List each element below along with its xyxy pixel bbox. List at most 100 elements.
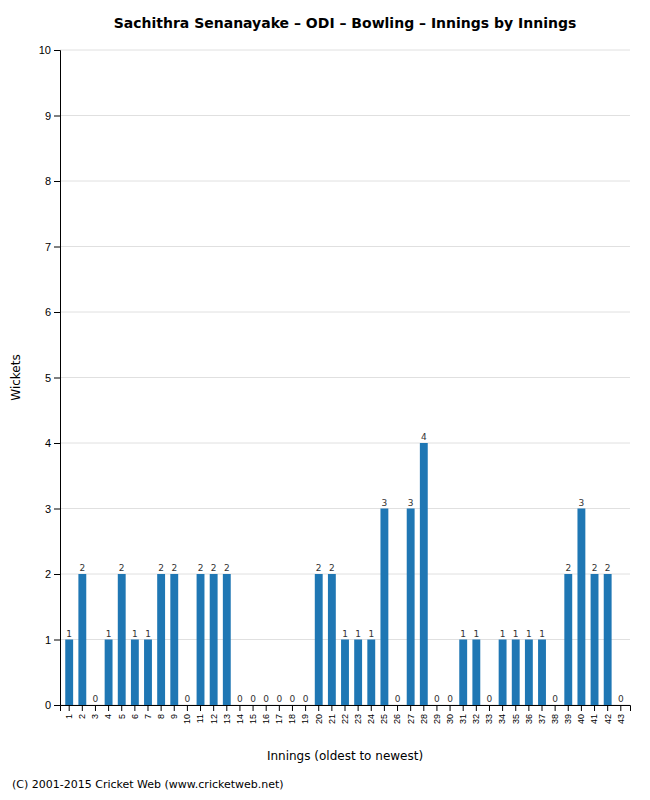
bar bbox=[249, 705, 257, 706]
tick-label: 43 bbox=[616, 714, 626, 724]
x-axis-title: Innings (oldest to newest) bbox=[267, 749, 423, 763]
tick-label: 27 bbox=[406, 714, 416, 724]
x-tick: 17 bbox=[274, 705, 284, 724]
tick-label: 10 bbox=[182, 714, 192, 724]
tick-mark bbox=[54, 574, 60, 575]
y-axis: 012345678910 bbox=[39, 44, 61, 711]
x-tick: 16 bbox=[261, 705, 271, 724]
x-tick: 9 bbox=[169, 705, 179, 719]
tick-mark bbox=[253, 705, 254, 711]
data-label: 2 bbox=[316, 563, 322, 573]
bar bbox=[538, 640, 546, 706]
tick-mark bbox=[436, 705, 437, 711]
data-label: 0 bbox=[487, 694, 493, 704]
data-label: 0 bbox=[276, 694, 282, 704]
tick-mark bbox=[54, 443, 60, 444]
tick-label: 12 bbox=[209, 714, 219, 724]
tick-mark bbox=[568, 705, 569, 711]
tick-mark bbox=[54, 50, 60, 51]
bar bbox=[131, 640, 139, 706]
x-tick: 13 bbox=[222, 705, 232, 724]
y-tick: 4 bbox=[45, 437, 60, 449]
tick-label: 34 bbox=[497, 714, 507, 724]
grid-line bbox=[60, 312, 630, 313]
data-label: 1 bbox=[473, 629, 479, 639]
data-label: 0 bbox=[237, 694, 243, 704]
x-tick: 1 bbox=[64, 705, 74, 719]
tick-mark bbox=[384, 705, 385, 711]
tick-label: 11 bbox=[195, 714, 205, 723]
bar bbox=[170, 574, 178, 705]
bar bbox=[591, 574, 599, 705]
bar bbox=[78, 574, 86, 705]
x-tick: 40 bbox=[576, 705, 586, 724]
bars bbox=[65, 443, 611, 705]
tick-label: 2 bbox=[45, 568, 51, 580]
bar bbox=[407, 509, 415, 706]
x-tick: 43 bbox=[616, 705, 626, 724]
grid-line bbox=[60, 181, 630, 182]
x-tick: 10 bbox=[182, 705, 192, 724]
grid-line bbox=[60, 443, 630, 444]
tick-label: 21 bbox=[327, 714, 337, 724]
data-label: 2 bbox=[158, 563, 164, 573]
data-label: 0 bbox=[263, 694, 269, 704]
title: Sachithra Senanayake – ODI – Bowling – I… bbox=[114, 15, 577, 31]
tick-mark bbox=[515, 705, 516, 711]
tick-label: 6 bbox=[45, 306, 51, 318]
x-tick: 7 bbox=[143, 705, 153, 719]
bar bbox=[564, 574, 572, 705]
x-tick: 31 bbox=[458, 705, 468, 724]
data-label: 1 bbox=[526, 629, 532, 639]
tick-label: 5 bbox=[117, 714, 127, 719]
tick-mark bbox=[450, 705, 451, 711]
tick-label: 28 bbox=[419, 714, 429, 724]
x-axis: 1234567891011121314151617181920212223242… bbox=[61, 705, 631, 724]
tick-label: 17 bbox=[274, 714, 284, 724]
tick-mark bbox=[108, 705, 109, 711]
tick-label: 3 bbox=[45, 503, 51, 515]
tick-label: 33 bbox=[484, 714, 494, 724]
y-tick: 5 bbox=[45, 372, 60, 384]
tick-mark bbox=[54, 181, 60, 182]
x-tick: 22 bbox=[340, 705, 350, 724]
bar bbox=[236, 705, 244, 706]
tick-mark bbox=[279, 705, 280, 711]
tick-mark bbox=[266, 705, 267, 711]
bar bbox=[367, 640, 375, 706]
bar bbox=[433, 705, 441, 706]
bar bbox=[183, 705, 191, 706]
tick-label: 14 bbox=[235, 714, 245, 724]
tick-label: 7 bbox=[143, 714, 153, 719]
tick-label: 20 bbox=[314, 714, 324, 724]
tick-mark bbox=[54, 640, 60, 641]
tick-mark bbox=[54, 509, 60, 510]
data-label: 0 bbox=[290, 694, 296, 704]
data-label: 1 bbox=[460, 629, 466, 639]
tick-mark bbox=[226, 705, 227, 711]
bar bbox=[197, 574, 205, 705]
x-tick: 18 bbox=[287, 705, 297, 724]
data-label: 2 bbox=[198, 563, 204, 573]
axis-line bbox=[61, 706, 631, 712]
bar bbox=[92, 705, 100, 706]
tick-mark bbox=[305, 705, 306, 711]
bar bbox=[144, 640, 152, 706]
bar bbox=[65, 640, 73, 706]
grid-line bbox=[60, 508, 630, 509]
y-axis-title: Wickets bbox=[9, 354, 23, 400]
tick-label: 8 bbox=[45, 175, 51, 187]
data-labels: 1201211220222000000221113034001101111023… bbox=[66, 432, 624, 704]
x-tick: 8 bbox=[156, 705, 166, 719]
bar bbox=[380, 509, 388, 706]
tick-label: 30 bbox=[445, 714, 455, 724]
grid-line bbox=[60, 574, 630, 575]
x-tick: 30 bbox=[445, 705, 455, 724]
data-label: 2 bbox=[211, 563, 217, 573]
tick-mark bbox=[54, 312, 60, 313]
bar bbox=[577, 509, 585, 706]
tick-label: 39 bbox=[563, 714, 573, 724]
x-tick: 5 bbox=[117, 705, 127, 719]
tick-label: 26 bbox=[392, 714, 402, 724]
tick-mark bbox=[528, 705, 529, 711]
